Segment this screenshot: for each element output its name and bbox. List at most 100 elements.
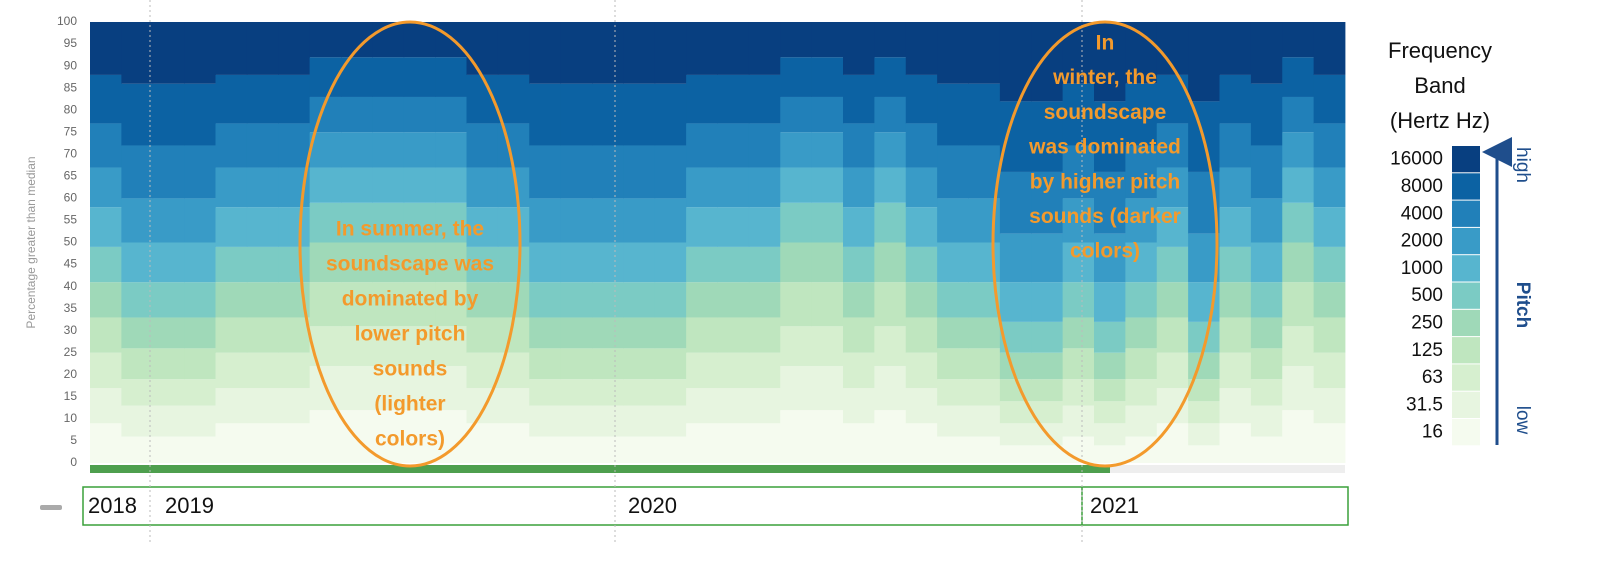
bar-segment — [341, 282, 373, 327]
bar-segment — [999, 22, 1032, 102]
bar-segment — [278, 207, 311, 247]
y-tick-label: 45 — [64, 257, 78, 271]
bar-segment — [811, 326, 844, 366]
bar-segment — [874, 282, 907, 327]
bar-segment — [435, 326, 467, 366]
bar-segment — [466, 123, 499, 168]
bar-segment — [968, 83, 1001, 146]
bar-segment — [278, 123, 311, 168]
bar-segment — [968, 317, 1001, 349]
bar-segment — [1219, 167, 1252, 208]
annotation: dominated by — [342, 288, 479, 311]
bar-segment — [905, 317, 938, 353]
bar-segment — [1250, 379, 1283, 406]
bar-segment — [1062, 145, 1095, 199]
bar-segment — [278, 388, 311, 424]
bar-segment — [184, 145, 216, 199]
bar-segment — [215, 423, 248, 463]
bar-segment — [1125, 348, 1158, 380]
y-tick-label: 20 — [64, 367, 78, 381]
bar-segment — [1062, 22, 1095, 84]
bar-segment — [403, 365, 436, 411]
pitch-label: Pitch — [1512, 282, 1533, 328]
bar-segment — [466, 207, 499, 247]
bar-segment — [184, 242, 216, 283]
bar-segment — [1188, 423, 1220, 446]
bar-segment — [874, 167, 907, 203]
bar-segment — [905, 423, 938, 463]
bar-segment — [623, 379, 656, 406]
bar-segment — [372, 410, 405, 463]
legend-swatch — [1452, 227, 1480, 255]
bar-segment — [1094, 282, 1126, 322]
highlight-ellipse — [298, 20, 522, 468]
legend-label: 16 — [1422, 422, 1443, 443]
bar-segment — [905, 123, 938, 168]
bar-segment — [654, 405, 687, 437]
bar-segment — [372, 282, 405, 327]
bar-segment — [246, 246, 279, 283]
bar-segment — [1313, 317, 1346, 353]
bar-segment — [748, 423, 781, 463]
bar-segment — [372, 167, 405, 203]
bar-segment — [1094, 22, 1126, 102]
bar-segment — [999, 401, 1032, 424]
bar-segment — [1125, 83, 1158, 146]
bar-segment — [466, 246, 499, 283]
bar-segment — [309, 326, 342, 366]
bar-segment — [592, 22, 624, 84]
bar-segment — [905, 167, 938, 208]
bar-segment — [1125, 198, 1158, 243]
bar-segment — [497, 388, 530, 424]
bar-segment — [1250, 282, 1283, 318]
bar-segment — [1156, 352, 1189, 389]
availability-gap — [1110, 465, 1345, 473]
bar-segment — [435, 410, 467, 463]
bar-segment — [1313, 167, 1346, 208]
bar-segment — [843, 207, 875, 247]
bar-segment — [623, 145, 656, 199]
year-label: 2020 — [628, 493, 677, 518]
bar-segment — [937, 282, 969, 318]
legend-swatch — [1452, 337, 1480, 364]
y-tick-label: 35 — [64, 301, 78, 315]
bar-segment — [1282, 365, 1315, 411]
bar-segment — [372, 365, 405, 411]
bar-segment — [717, 317, 750, 353]
bar-segment — [152, 436, 185, 463]
bar-segment — [1313, 74, 1346, 124]
year-label: 2021 — [1090, 493, 1139, 518]
bar-segment — [843, 388, 875, 424]
annotation: In — [1096, 32, 1115, 55]
bar-segment — [121, 145, 154, 199]
bar-segment — [152, 198, 185, 243]
bar-segment — [905, 282, 938, 318]
bar-segment — [90, 388, 122, 424]
bar-segment — [309, 202, 342, 243]
bar-segment — [215, 22, 248, 75]
bar-segment — [121, 405, 154, 437]
bar-segment — [560, 22, 593, 84]
bar-segment — [184, 436, 216, 463]
bar-segment — [1250, 317, 1283, 349]
bar-segment — [309, 22, 342, 58]
legend-label: 125 — [1411, 340, 1443, 361]
bar-segment — [435, 132, 467, 168]
bar-segment — [560, 405, 593, 437]
bar-segment — [780, 202, 813, 243]
bar-segment — [90, 423, 122, 463]
bar-segment — [592, 83, 624, 146]
bar-segment — [1125, 317, 1158, 349]
bar-segment — [278, 423, 311, 463]
bar-segment — [811, 202, 844, 243]
bar-segment — [372, 242, 405, 283]
bar-segment — [874, 410, 907, 463]
bar-segment — [1125, 282, 1158, 318]
bar-segment — [686, 74, 718, 124]
bar-segment — [999, 233, 1032, 283]
bar-segment — [309, 167, 342, 203]
legend-title: (Hertz Hz) — [1390, 108, 1490, 133]
y-tick-label: 5 — [70, 433, 77, 447]
bar-segment — [999, 282, 1032, 322]
bar-segment — [246, 207, 279, 247]
